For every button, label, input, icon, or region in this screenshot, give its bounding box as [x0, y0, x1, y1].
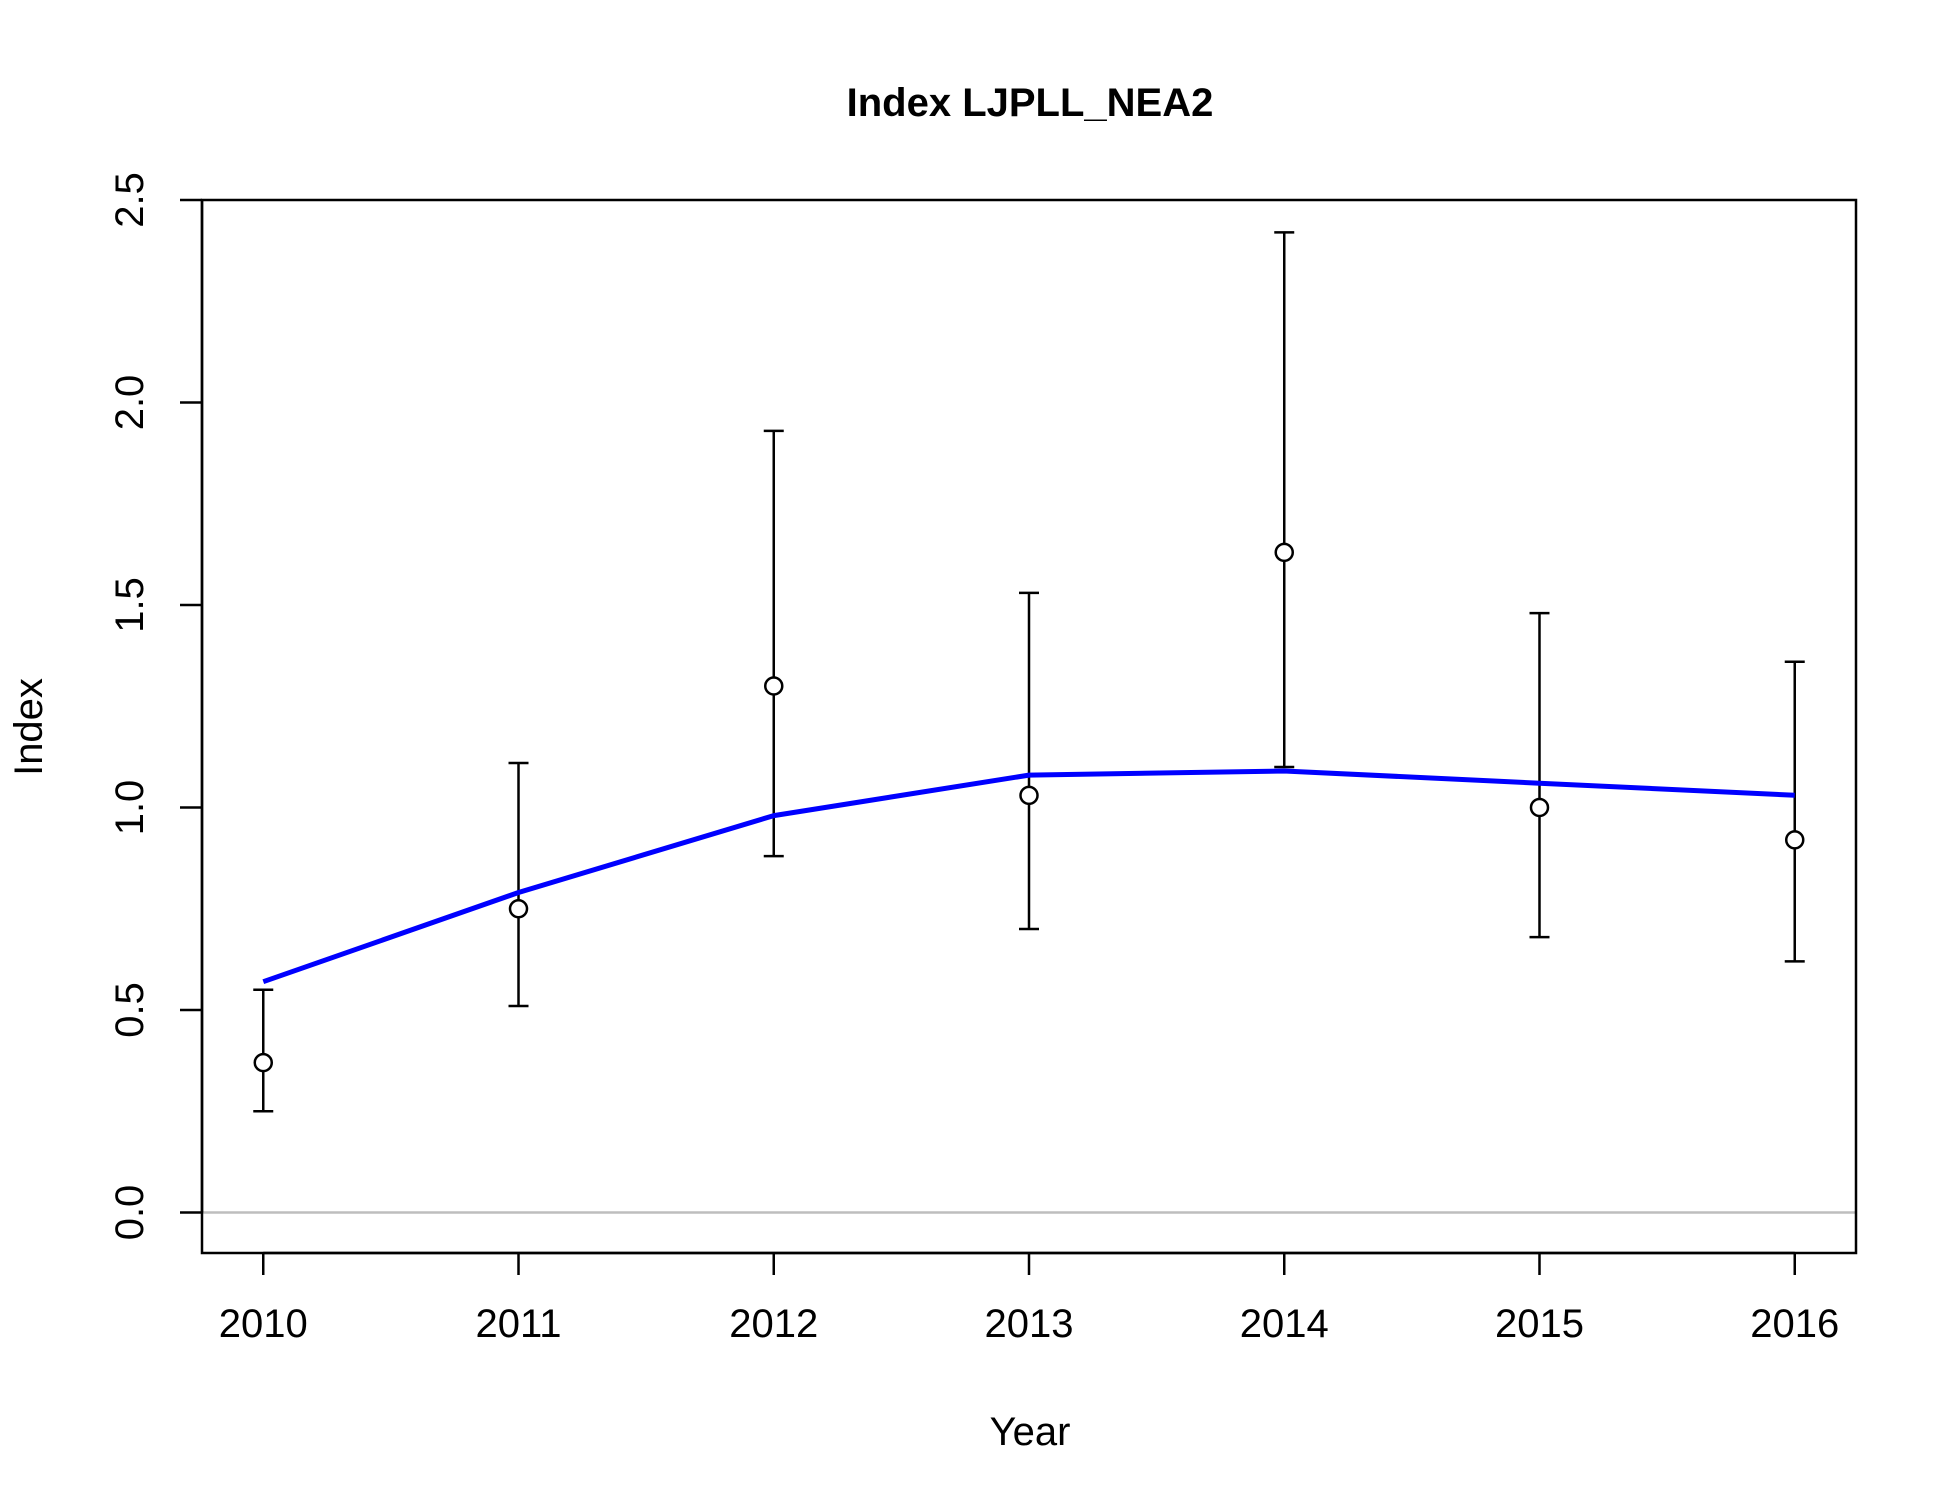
data-point [764, 676, 784, 696]
data-point [1529, 797, 1550, 818]
y-tick-label: 2.5 [108, 172, 152, 228]
x-tick-label: 2015 [1495, 1302, 1584, 1346]
error-bar [508, 761, 529, 1008]
error-bar [1274, 231, 1295, 769]
error-bar [1784, 660, 1805, 963]
x-axis-label: Year [990, 1410, 1071, 1454]
error-bar [1529, 611, 1550, 939]
y-tick-label: 1.5 [108, 577, 152, 633]
chart-title: Index LJPLL_NEA2 [847, 81, 1214, 125]
data-point [1274, 542, 1294, 563]
x-tick-label: 2013 [985, 1302, 1074, 1346]
y-tick-label: 1.0 [108, 780, 152, 836]
y-tick-label: 0.5 [108, 982, 152, 1038]
x-axis: 2010 2011 2012 2013 2014 2015 2016 [219, 1251, 1839, 1346]
error-bar [1019, 591, 1039, 931]
x-tick-label: 2014 [1240, 1302, 1329, 1346]
y-axis: 0.0 0.5 1.0 1.5 2.0 2.5 [108, 172, 204, 1241]
fitted-line [262, 768, 1795, 985]
y-tick-label: 2.0 [108, 375, 152, 431]
x-tick-label: 2016 [1750, 1302, 1839, 1346]
data-point [1019, 785, 1039, 806]
plot-area [202, 231, 1856, 1214]
data-point [508, 899, 529, 919]
y-axis-label: Index [7, 678, 51, 776]
x-tick-label: 2011 [475, 1302, 561, 1346]
data-point [1784, 830, 1805, 850]
x-tick-label: 2012 [729, 1302, 818, 1346]
error-bar [763, 429, 784, 858]
data-point [253, 1052, 274, 1073]
x-tick-label: 2010 [219, 1302, 308, 1346]
y-tick-label: 0.0 [108, 1185, 152, 1241]
error-bar [253, 988, 274, 1113]
